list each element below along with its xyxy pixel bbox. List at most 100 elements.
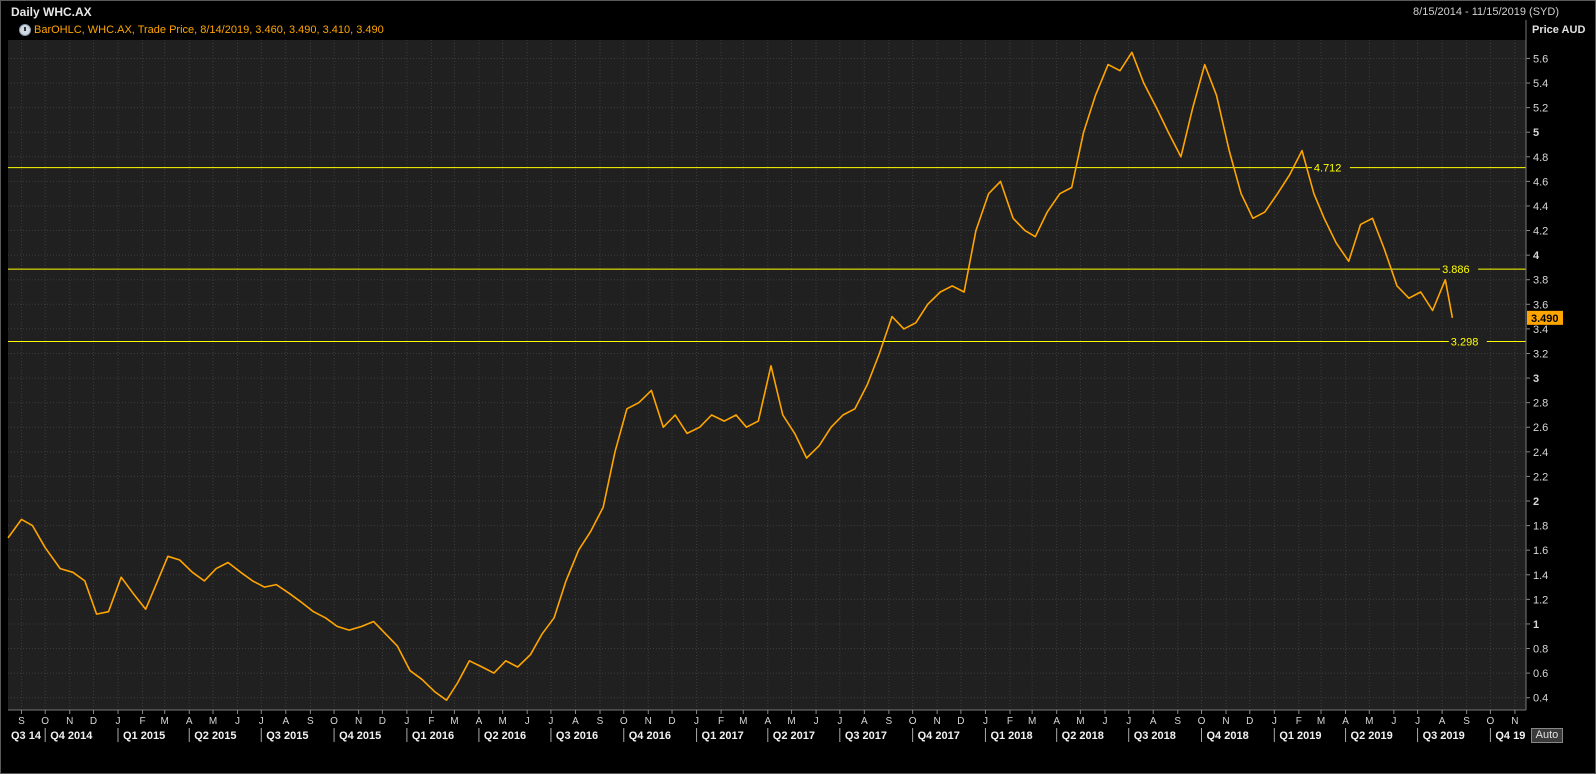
month-tick-label: S bbox=[886, 716, 893, 727]
price-line bbox=[7, 51, 1454, 702]
month-tick-label: J bbox=[235, 716, 240, 727]
month-tick-label: J bbox=[116, 716, 121, 727]
horizontal-lines[interactable]: 4.712 3.886 3.298 bbox=[8, 160, 1526, 349]
month-tick-label: N bbox=[1222, 716, 1229, 727]
legend-text: BarOHLC, WHC.AX, Trade Price, 8/14/2019,… bbox=[34, 24, 384, 36]
quarter-tick-label: Q1 2017 bbox=[702, 730, 744, 742]
y-axis: 0.4 0.6 0.8 1 1.2 1.4 1.6 1.8 2 2.2 2.4 2.6 2.8 3 3.2 3… bbox=[1525, 20, 1548, 710]
month-tick-label: J bbox=[694, 716, 699, 727]
y-tick-label: 4.2 bbox=[1533, 226, 1548, 238]
quarter-tick-label: Q3 2017 bbox=[845, 730, 887, 742]
month-tick-label: J bbox=[1126, 716, 1131, 727]
month-tick-label: J bbox=[814, 716, 819, 727]
month-tick-label: J bbox=[525, 716, 530, 727]
last-price-marker: 3.490 bbox=[1527, 310, 1563, 325]
month-tick-label: S bbox=[1174, 716, 1181, 727]
month-tick-label: D bbox=[668, 716, 675, 727]
y-tick-label: 1.8 bbox=[1533, 521, 1548, 533]
month-tick-label: F bbox=[1296, 716, 1302, 727]
month-tick-label: D bbox=[379, 716, 386, 727]
quarter-tick-label: Q4 2017 bbox=[918, 730, 960, 742]
month-tick-label: D bbox=[90, 716, 97, 727]
month-tick-label: O bbox=[620, 716, 628, 727]
y-tick-label: 4.4 bbox=[1533, 201, 1548, 213]
quarter-tick-label: Q3 2019 bbox=[1423, 730, 1465, 742]
y-tick-label: 1 bbox=[1533, 619, 1539, 631]
quarter-tick-label: Q3 2015 bbox=[266, 730, 308, 742]
auto-scale-button[interactable]: Auto bbox=[1531, 728, 1563, 743]
month-tick-label: M bbox=[739, 716, 747, 727]
month-tick-label: A bbox=[186, 716, 193, 727]
month-tick-label: S bbox=[1463, 716, 1470, 727]
y-tick-label: 1.4 bbox=[1533, 570, 1548, 582]
month-tick-label: M bbox=[787, 716, 795, 727]
month-tick-label: J bbox=[837, 716, 842, 727]
y-tick-label: 2.8 bbox=[1533, 398, 1548, 410]
month-tick-label: J bbox=[1272, 716, 1277, 727]
month-tick-label: S bbox=[307, 716, 314, 727]
month-tick-label: S bbox=[597, 716, 604, 727]
y-tick-label: 0.4 bbox=[1533, 693, 1548, 705]
month-tick-label: M bbox=[161, 716, 169, 727]
grid-lines bbox=[8, 40, 1526, 710]
series-legend[interactable]: BarOHLC, WHC.AX, Trade Price, 8/14/2019,… bbox=[19, 24, 384, 36]
y-tick-label: 1.6 bbox=[1533, 545, 1548, 557]
y-tick-label: 2.2 bbox=[1533, 471, 1548, 483]
month-tick-label: A bbox=[861, 716, 868, 727]
month-tick-label: D bbox=[1246, 716, 1253, 727]
month-tick-label: M bbox=[1365, 716, 1373, 727]
month-tick-label: S bbox=[18, 716, 25, 727]
last-price-box bbox=[1527, 310, 1563, 325]
plot-area bbox=[8, 40, 1526, 710]
month-tick-label: J bbox=[259, 716, 264, 727]
y-tick-label: 5.2 bbox=[1533, 103, 1548, 115]
quarter-tick-label: Q1 2015 bbox=[123, 730, 165, 742]
y-tick-label: 2 bbox=[1533, 496, 1539, 508]
y-tick-label: 2.6 bbox=[1533, 422, 1548, 434]
quarter-tick-label: Q4 2014 bbox=[50, 730, 93, 742]
date-range: 8/15/2014 - 11/15/2019 (SYD) bbox=[1413, 6, 1559, 18]
quarter-tick-label: Q2 2015 bbox=[194, 730, 236, 742]
clock-icon[interactable] bbox=[19, 24, 31, 36]
month-tick-label: M bbox=[1317, 716, 1325, 727]
month-tick-label: A bbox=[282, 716, 289, 727]
month-tick-label: J bbox=[1415, 716, 1420, 727]
month-tick-label: F bbox=[428, 716, 434, 727]
quarter-tick-label: Q4 2016 bbox=[629, 730, 671, 742]
month-tick-label: A bbox=[1053, 716, 1060, 727]
quarter-tick-label: Q2 2016 bbox=[484, 730, 526, 742]
y-tick-label: 2.4 bbox=[1533, 447, 1548, 459]
quarter-tick-label: Q2 2019 bbox=[1351, 730, 1393, 742]
y-tick-label: 3.2 bbox=[1533, 348, 1548, 360]
month-tick-label: O bbox=[1198, 716, 1206, 727]
quarter-tick-label: Q1 2016 bbox=[412, 730, 454, 742]
month-tick-label: D bbox=[957, 716, 964, 727]
quarter-tick-label: Q3 2018 bbox=[1134, 730, 1176, 742]
y-tick-label: 5.4 bbox=[1533, 78, 1548, 90]
y-tick-label: 4.8 bbox=[1533, 152, 1548, 164]
quarter-tick-label: Q1 2019 bbox=[1279, 730, 1321, 742]
month-tick-label: A bbox=[1439, 716, 1446, 727]
horizontal-line-label-bg bbox=[1440, 262, 1479, 276]
month-tick-label: F bbox=[718, 716, 724, 727]
quarter-tick-label: Q4 2018 bbox=[1207, 730, 1249, 742]
y-tick-label: 4 bbox=[1533, 250, 1540, 262]
month-tick-label: J bbox=[1102, 716, 1107, 727]
quarter-tick-label: Q1 2018 bbox=[990, 730, 1032, 742]
month-tick-label: J bbox=[548, 716, 553, 727]
horizontal-line-label-bg bbox=[1311, 160, 1350, 174]
horizontal-line-label: 4.712 bbox=[1314, 163, 1342, 175]
quarter-tick-label: Q4 19 bbox=[1495, 730, 1525, 742]
y-axis-title: Price AUD bbox=[1532, 24, 1586, 36]
month-tick-label: O bbox=[330, 716, 338, 727]
price-series bbox=[7, 51, 1454, 702]
y-tick-label: 3.6 bbox=[1533, 299, 1548, 311]
month-tick-label: O bbox=[1486, 716, 1494, 727]
quarter-tick-label: Q3 14 bbox=[11, 730, 42, 742]
month-tick-label: N bbox=[934, 716, 941, 727]
month-tick-label: O bbox=[41, 716, 49, 727]
y-tick-label: 5.6 bbox=[1533, 53, 1548, 65]
horizontal-line-label: 3.886 bbox=[1442, 264, 1470, 276]
month-tick-label: N bbox=[355, 716, 362, 727]
